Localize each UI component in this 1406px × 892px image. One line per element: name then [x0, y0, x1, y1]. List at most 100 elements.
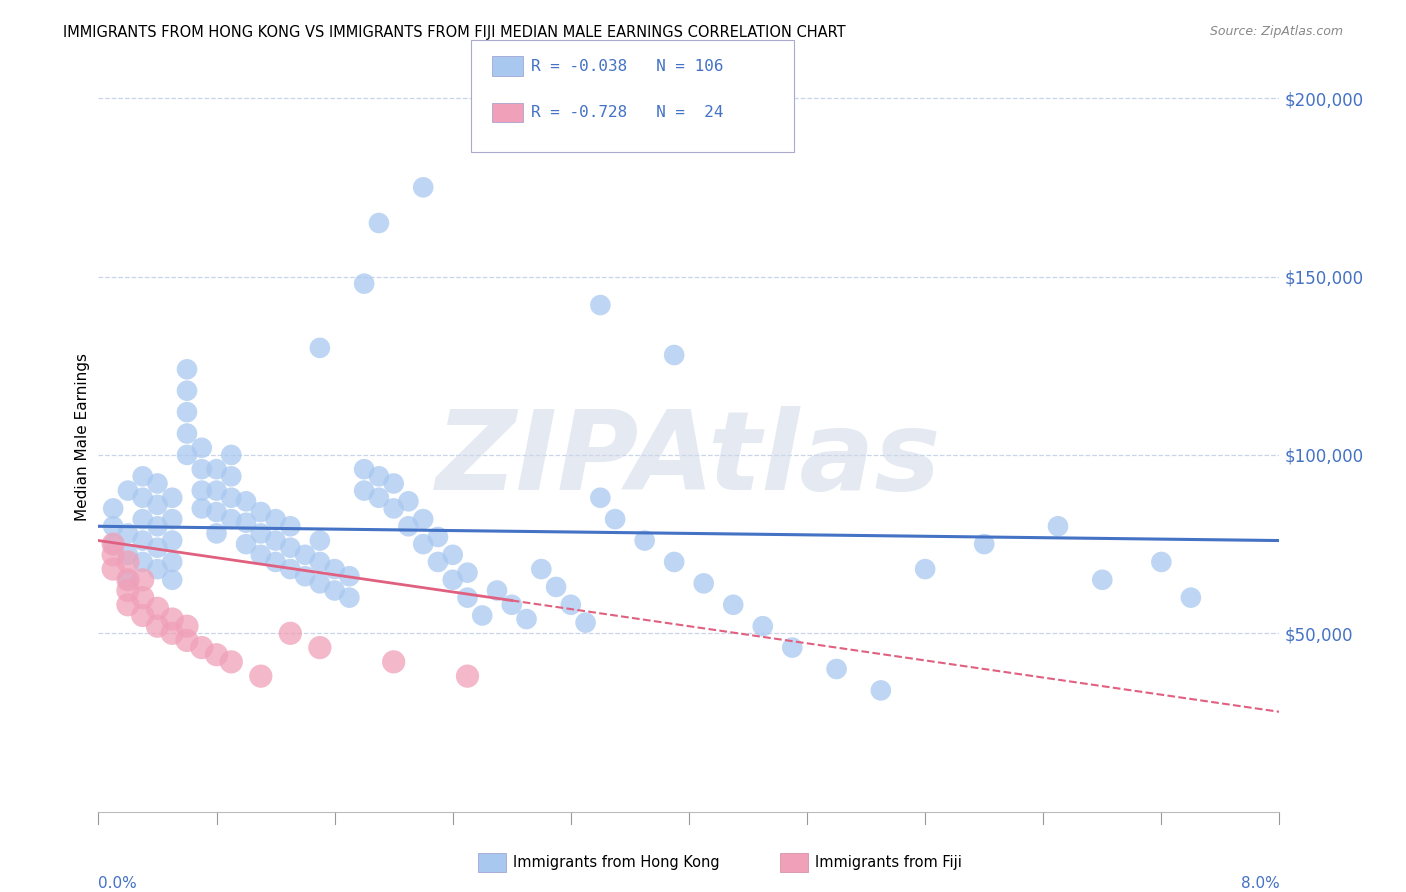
Point: [176, 448, 198, 462]
Point: [176, 619, 198, 633]
Point: [412, 180, 434, 194]
Point: [221, 448, 243, 462]
Text: Immigrants from Fiji: Immigrants from Fiji: [815, 855, 962, 870]
Point: [221, 655, 243, 669]
Point: [398, 494, 420, 508]
Point: [294, 548, 316, 562]
Point: [382, 655, 405, 669]
Point: [427, 530, 450, 544]
Point: [664, 348, 686, 362]
Point: [605, 512, 627, 526]
Point: [117, 573, 139, 587]
Point: [205, 505, 228, 519]
Point: [339, 591, 361, 605]
Point: [309, 341, 332, 355]
Point: [280, 541, 302, 555]
Text: R = -0.038   N = 106: R = -0.038 N = 106: [531, 59, 724, 73]
Point: [146, 541, 169, 555]
Point: [176, 405, 198, 419]
Point: [353, 277, 375, 291]
Point: [250, 669, 273, 683]
Point: [103, 519, 125, 533]
Point: [264, 512, 287, 526]
Point: [132, 573, 155, 587]
Point: [782, 640, 804, 655]
Point: [205, 462, 228, 476]
Point: [264, 555, 287, 569]
Point: [103, 548, 125, 562]
Point: [752, 619, 775, 633]
Point: [382, 501, 405, 516]
Point: [132, 533, 155, 548]
Point: [339, 569, 361, 583]
Point: [323, 583, 346, 598]
Point: [132, 512, 155, 526]
Point: [117, 548, 139, 562]
Point: [353, 462, 375, 476]
Point: [441, 573, 464, 587]
Text: Source: ZipAtlas.com: Source: ZipAtlas.com: [1209, 25, 1343, 38]
Point: [146, 476, 169, 491]
Point: [398, 519, 420, 533]
Point: [471, 608, 494, 623]
Point: [870, 683, 893, 698]
Point: [382, 476, 405, 491]
Point: [162, 626, 183, 640]
Point: [117, 526, 139, 541]
Text: Immigrants from Hong Kong: Immigrants from Hong Kong: [513, 855, 720, 870]
Point: [132, 469, 155, 483]
Point: [221, 512, 243, 526]
Point: [368, 469, 391, 483]
Point: [117, 555, 139, 569]
Point: [427, 555, 450, 569]
Text: IMMIGRANTS FROM HONG KONG VS IMMIGRANTS FROM FIJI MEDIAN MALE EARNINGS CORRELATI: IMMIGRANTS FROM HONG KONG VS IMMIGRANTS …: [63, 25, 846, 40]
Point: [634, 533, 657, 548]
Point: [560, 598, 582, 612]
Point: [191, 483, 214, 498]
Point: [132, 608, 155, 623]
Point: [205, 648, 228, 662]
Point: [162, 512, 183, 526]
Point: [546, 580, 568, 594]
Point: [693, 576, 716, 591]
Point: [162, 612, 183, 626]
Point: [146, 498, 169, 512]
Point: [132, 555, 155, 569]
Point: [501, 598, 523, 612]
Point: [294, 569, 316, 583]
Point: [191, 462, 214, 476]
Point: [235, 537, 257, 551]
Point: [309, 576, 332, 591]
Point: [103, 501, 125, 516]
Point: [176, 426, 198, 441]
Point: [1046, 519, 1070, 533]
Point: [486, 583, 509, 598]
Point: [368, 491, 391, 505]
Text: 0.0%: 0.0%: [98, 876, 138, 891]
Text: ZIPAtlas: ZIPAtlas: [436, 406, 942, 513]
Point: [250, 526, 273, 541]
Point: [146, 519, 169, 533]
Point: [117, 573, 139, 587]
Point: [162, 533, 183, 548]
Point: [117, 483, 139, 498]
Point: [235, 516, 257, 530]
Point: [176, 362, 198, 376]
Point: [441, 548, 464, 562]
Point: [117, 583, 139, 598]
Point: [103, 562, 125, 576]
Point: [368, 216, 391, 230]
Point: [280, 519, 302, 533]
Point: [280, 562, 302, 576]
Point: [191, 441, 214, 455]
Point: [412, 512, 434, 526]
Point: [353, 483, 375, 498]
Point: [457, 566, 479, 580]
Point: [162, 573, 183, 587]
Point: [973, 537, 995, 551]
Point: [457, 669, 479, 683]
Point: [221, 491, 243, 505]
Point: [589, 491, 612, 505]
Point: [176, 384, 198, 398]
Point: [132, 491, 155, 505]
